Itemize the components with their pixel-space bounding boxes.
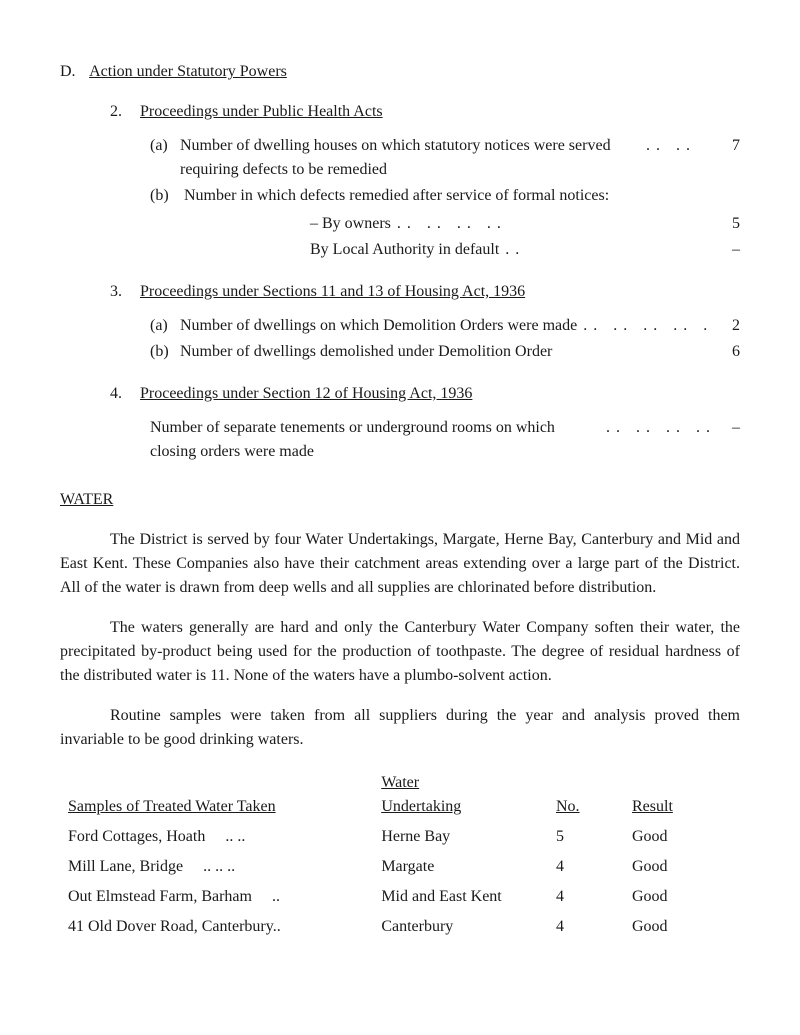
item-2-title: Proceedings under Public Health Acts (140, 103, 383, 120)
cell-samples: Ford Cottages, Hoath .. .. (60, 822, 373, 852)
item-2b-label: Number in which defects remedied after s… (184, 187, 609, 204)
r2d: .. .. .. (203, 858, 235, 875)
r1c3: 5 (548, 822, 624, 852)
section-letter-d: D. (60, 60, 86, 84)
r2c3: 4 (548, 852, 624, 882)
r4c1: 41 Old Dover Road, Canterbury.. (68, 918, 281, 935)
item-3b-val: 6 (710, 340, 740, 364)
item-3: 3. Proceedings under Sections 11 and 13 … (110, 280, 740, 364)
item-2b-sub1-val: 5 (710, 212, 740, 236)
th-undertaking-label: Undertaking (381, 798, 461, 815)
r3c3: 4 (548, 882, 624, 912)
item-2b-sub2-dots: .. (499, 238, 710, 262)
item-4-dots: .. .. .. .. .. .. (600, 416, 710, 464)
r1c1: Ford Cottages, Hoath (68, 828, 205, 845)
item-2a-val: 7 (710, 134, 740, 182)
item-3b: (b) Number of dwellings demolished under… (150, 340, 740, 364)
th-water: Water (381, 774, 419, 791)
item-4: 4. Proceedings under Section 12 of Housi… (110, 382, 740, 464)
item-2b-sub2: By Local Authority in default .. – (310, 238, 740, 262)
table-row: Ford Cottages, Hoath .. .. Herne Bay 5 G… (60, 822, 740, 852)
table-row: 41 Old Dover Road, Canterbury.. Canterbu… (60, 912, 740, 942)
item-2a-label: Number of dwelling houses on which statu… (180, 134, 640, 182)
th-samples: Samples of Treated Water Taken (60, 768, 373, 822)
item-3b-letter: (b) (150, 340, 180, 364)
r4c3: 4 (548, 912, 624, 942)
item-2a-dots: .. .. (640, 134, 710, 182)
item-2-num: 2. (110, 100, 136, 124)
r1c4: Good (624, 822, 740, 852)
water-heading: WATER (60, 488, 740, 512)
water-p2: The waters generally are hard and only t… (60, 616, 740, 688)
r4c4: Good (624, 912, 740, 942)
item-2b-sub2-val: – (710, 238, 740, 262)
r2c2: Margate (373, 852, 548, 882)
item-3-num: 3. (110, 280, 136, 304)
item-2b-sub2-label: By Local Authority in default (310, 238, 499, 262)
section-d-heading: D. Action under Statutory Powers (60, 60, 740, 84)
th-result: Result (624, 768, 740, 822)
r4c2: Canterbury (373, 912, 548, 942)
cell-samples: Out Elmstead Farm, Barham .. (60, 882, 373, 912)
by-owners-label: By owners (322, 215, 391, 232)
r3c1: Out Elmstead Farm, Barham (68, 888, 252, 905)
r1c2: Herne Bay (373, 822, 548, 852)
item-2: 2. Proceedings under Public Health Acts … (110, 100, 740, 262)
item-2a-letter: (a) (150, 134, 180, 182)
water-section: WATER The District is served by four Wat… (60, 488, 740, 942)
cell-samples: Mill Lane, Bridge .. .. .. (60, 852, 373, 882)
item-3a-dots: .. .. .. .. .. .. .. .. (577, 314, 710, 338)
item-2a: (a) Number of dwelling houses on which s… (150, 134, 740, 182)
item-2b-sub1-label: – By owners (310, 212, 391, 236)
item-3a-val: 2 (710, 314, 740, 338)
item-4-val: – (710, 416, 740, 464)
th-undertaking: Water Undertaking (373, 768, 548, 822)
dash: – (310, 215, 318, 232)
item-2b-letter: (b) (150, 184, 180, 208)
r3c2: Mid and East Kent (373, 882, 548, 912)
r2c1: Mill Lane, Bridge (68, 858, 183, 875)
water-p1: The District is served by four Water Und… (60, 528, 740, 600)
water-table: Samples of Treated Water Taken Water Und… (60, 768, 740, 942)
item-3a-label: Number of dwellings on which Demolition … (180, 314, 577, 338)
item-4-label: Number of separate tenements or undergro… (150, 416, 600, 464)
item-3b-dots (552, 340, 710, 364)
item-2b-sub1-dots: .. .. .. .. (391, 212, 710, 236)
item-3a-letter: (a) (150, 314, 180, 338)
r3d: .. (272, 888, 280, 905)
cell-samples: 41 Old Dover Road, Canterbury.. (60, 912, 373, 942)
section-d-title: Action under Statutory Powers (89, 63, 287, 80)
item-4-num: 4. (110, 382, 136, 406)
item-4-title: Proceedings under Section 12 of Housing … (140, 385, 472, 402)
r2c4: Good (624, 852, 740, 882)
item-3b-label: Number of dwellings demolished under Dem… (180, 340, 552, 364)
table-row: Out Elmstead Farm, Barham .. Mid and Eas… (60, 882, 740, 912)
water-p3: Routine samples were taken from all supp… (60, 704, 740, 752)
item-2b: (b) Number in which defects remedied aft… (150, 184, 740, 208)
item-3a: (a) Number of dwellings on which Demolit… (150, 314, 740, 338)
table-row: Mill Lane, Bridge .. .. .. Margate 4 Goo… (60, 852, 740, 882)
th-no: No. (548, 768, 624, 822)
section-d: D. Action under Statutory Powers 2. Proc… (60, 60, 740, 464)
r1d: .. .. (225, 828, 245, 845)
r3c4: Good (624, 882, 740, 912)
item-3-title: Proceedings under Sections 11 and 13 of … (140, 283, 525, 300)
item-4-para: Number of separate tenements or undergro… (150, 416, 740, 464)
item-2b-sub1: – By owners .. .. .. .. 5 (310, 212, 740, 236)
